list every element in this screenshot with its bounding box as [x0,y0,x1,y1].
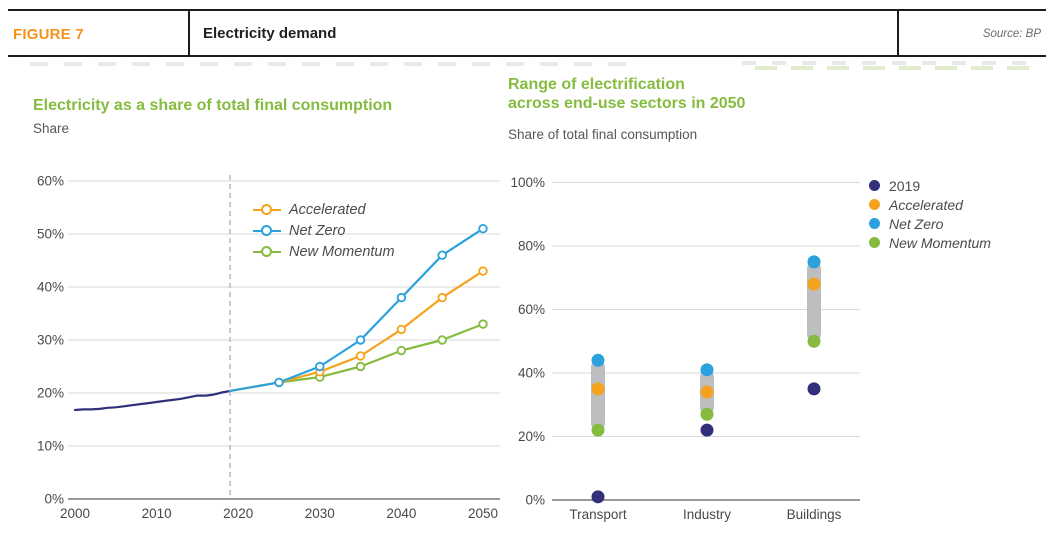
header-bottom-rule [8,55,1046,57]
cropped-text-artifact [755,66,1040,70]
legend-label: Accelerated [889,196,963,213]
right-chart-unit-label: Share of total final consumption [508,127,698,142]
svg-text:0%: 0% [44,492,64,507]
figure-title: Electricity demand [203,25,337,42]
dot-swatch-icon [869,199,880,210]
legend-label: 2019 [889,177,921,194]
legend-item-net-zero: Net Zero [869,214,991,233]
dot-swatch-icon [869,180,880,191]
line-marker-swatch-icon [253,225,281,236]
legend-label: New Momentum [289,243,395,260]
right-chart-title-line2: across end-use sectors in 2050 [508,95,746,112]
svg-text:10%: 10% [37,439,64,454]
right-chart-title: Range of electrification across end-use … [508,75,745,113]
legend-label: Accelerated [289,201,366,218]
legend-item-new-momentum: New Momentum [253,241,395,262]
svg-text:2030: 2030 [305,506,335,521]
dot-swatch-icon [869,237,880,248]
svg-text:40%: 40% [518,366,545,381]
header-divider-right [897,10,899,56]
svg-text:2010: 2010 [142,506,172,521]
legend-item-new-momentum: New Momentum [869,233,991,252]
legend-item-accelerated: Accelerated [253,199,395,220]
left-chart-legend: Accelerated Net Zero New Momentum [253,199,395,262]
cropped-text-artifact [742,61,1042,65]
legend-item-accelerated: Accelerated [869,195,991,214]
right-chart-title-line1: Range of electrification [508,76,685,93]
svg-text:2040: 2040 [386,506,416,521]
line-marker-swatch-icon [253,204,281,215]
legend-label: Net Zero [889,215,944,232]
source-attribution: Source: BP [982,28,1041,40]
svg-text:2020: 2020 [223,506,253,521]
svg-text:30%: 30% [37,333,64,348]
svg-text:Transport: Transport [569,507,627,522]
svg-text:Buildings: Buildings [787,507,842,522]
right-dot-range-chart: 0% 20% 40% 60% 80% 100% Transport Industry Build… [510,175,860,522]
svg-text:Industry: Industry [683,507,731,522]
left-chart-title: Electricity as a share of total final co… [33,97,393,114]
legend-label: New Momentum [889,234,991,251]
svg-text:60%: 60% [518,302,545,317]
svg-text:20%: 20% [518,429,545,444]
legend-label: Net Zero [289,222,346,239]
dot-swatch-icon [869,218,880,229]
left-line-chart: 0% 10% 20% 30% 40% 50% 60% 2000 2010 2020 2030 2040… [37,174,500,521]
svg-text:0%: 0% [525,493,545,508]
svg-text:40%: 40% [37,280,64,295]
svg-text:20%: 20% [37,386,64,401]
svg-text:2050: 2050 [468,506,498,521]
cropped-text-artifact [30,62,630,66]
svg-text:60%: 60% [37,174,64,189]
svg-text:2000: 2000 [60,506,90,521]
legend-item-net-zero: Net Zero [253,220,395,241]
svg-text:50%: 50% [37,227,64,242]
figure-number-label: FIGURE 7 [13,26,84,43]
left-chart-unit-label: Share [33,121,70,136]
svg-text:100%: 100% [510,175,545,190]
header-divider-left [188,10,190,56]
header-top-rule [8,9,1046,11]
line-marker-swatch-icon [253,246,281,257]
legend-item-2019: 2019 [869,176,991,195]
right-chart-legend: 2019 Accelerated Net Zero New Momentum [869,176,991,252]
svg-text:80%: 80% [518,239,545,254]
